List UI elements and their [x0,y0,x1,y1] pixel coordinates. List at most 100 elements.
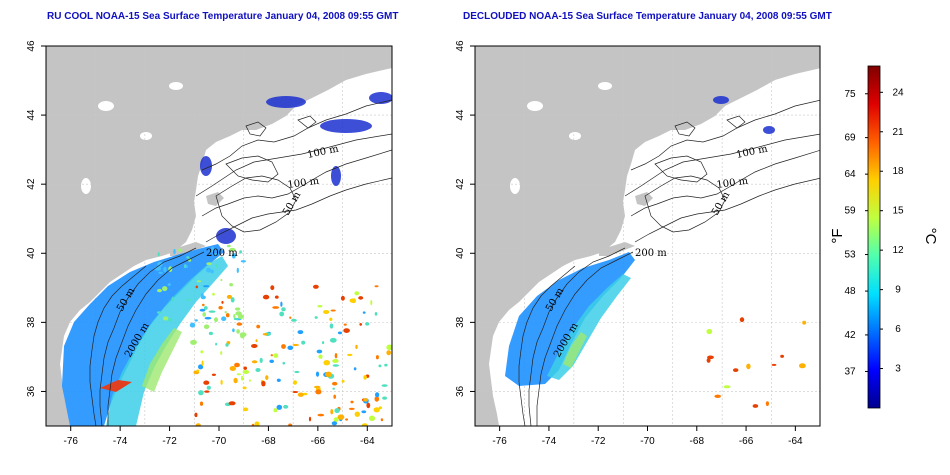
left-sst-pixel [240,260,246,263]
left-sst-pixel [317,413,325,417]
left-sst-pixel [354,291,360,296]
left-sst-pixel [287,345,294,350]
left-sst-pixel [318,354,323,359]
left-sst-pixel [315,371,320,377]
left-sst-pixel [375,355,379,360]
right-lon-tick-label: -72 [591,436,606,447]
left-sst-pixel [198,390,204,396]
left-lake [98,101,114,111]
left-sst-pixel [229,247,236,252]
left-sst-pixel [345,418,349,421]
left-sst-pixel [308,416,312,422]
left-sst-pixel [331,421,338,426]
left-sst-pixel [288,423,293,426]
left-sst-pixel [269,359,274,363]
right-isobath [674,121,696,137]
left-sst-pixel [363,398,368,402]
colorbar-f-tick-label: 69 [844,133,856,144]
left-lake [140,132,152,140]
right-isobath [630,149,820,217]
left-lat-tick-label: 36 [26,385,37,397]
left-sst-pixel [340,295,345,301]
left-isobath-label: 100 m [306,143,340,160]
right-isobath-label: 200 m [635,248,667,259]
left-lat-tick-label: 44 [26,109,37,121]
right-sst-pixel [714,394,721,398]
colorbar-f-tick-label: 75 [844,89,856,100]
left-sst-pixel [358,296,364,300]
left-sst-pixel [233,317,239,321]
left-sst-pixel [231,253,236,259]
left-sst-pixel [293,380,297,385]
left-sst-pixel [185,265,188,269]
right-lon-tick-label: -76 [492,436,507,447]
left-sst-pixel [212,292,215,296]
left-sst-pixel [292,343,299,347]
right-isobath [624,133,820,197]
left-sst-pixel [195,423,201,426]
left-sst-pixel [374,285,379,288]
left-sst-pixel [236,329,240,334]
right-sst-pixel [765,401,769,406]
right-land-us-east-coast [475,46,820,426]
left-sst-pixel [196,369,200,372]
right-isobath [528,247,626,426]
right-land-nova-scotia [681,46,820,130]
left-sst-pixel [157,311,162,314]
colorbar-c-tick-label: 12 [892,245,904,256]
left-sst-pixel [382,396,387,400]
left-sst-pixel [226,244,231,248]
left-sst-pixel [262,333,268,336]
left-sst-pixel [167,318,173,322]
left-sst-pixel [233,314,236,319]
left-sst-pixel [202,312,206,317]
left-sst-pixel [232,328,235,333]
left-isobath [89,265,147,426]
right-land-cape-cod [635,192,653,206]
left-sst-pixel [265,375,269,380]
left-sst-pixel [215,263,218,269]
left-sst-pixel [189,322,196,328]
left-sst-pixel [363,375,367,380]
left-sst-pixel [242,370,250,374]
left-sst-pixel [329,317,333,321]
left-sst-pixel [220,379,223,385]
right-sst-pixel [802,320,807,325]
left-sst-pixel [297,392,304,397]
left-sst-pixel [354,411,360,417]
left-sst-pixel [221,300,224,304]
left-sst-pixel [220,278,223,282]
left-isobath [195,133,392,197]
right-sst-pixel [799,363,806,369]
left-sst-pixel [273,408,278,413]
left-sst-pixel [343,323,347,326]
colorbar-c-tick-label: 15 [892,206,904,217]
left-sst-pixel [248,379,251,382]
right-isobath [654,155,708,183]
colorbar-c-tick-label: 3 [895,364,901,375]
left-sst-pixel [373,407,380,413]
left-sst-pixel [323,310,330,314]
left-sst-pixel [206,385,211,390]
right-lat-tick-label: 44 [455,109,466,121]
right-isobath [726,115,746,129]
right-lake [569,132,581,140]
colorbar-f-tick-label: 64 [844,169,856,180]
left-sst-pixel [361,410,367,414]
right-sst-coastal-water [505,252,635,386]
left-sst-pixel [203,285,210,288]
left-sst-pixel [229,366,236,371]
left-cold-water-patch [266,96,306,108]
left-sst-pixel [370,300,373,306]
left-sst-pixel [316,349,323,354]
left-sst-pixel [291,318,297,322]
left-isobath-label: 200 m [206,248,238,259]
left-sst-pixel [251,344,258,348]
left-lon-tick-label: -70 [212,436,227,447]
left-sst-pixel [355,344,358,349]
left-sst-pixel [186,298,191,301]
left-sst-pixel [157,252,160,257]
left-sst-pixel [198,364,204,370]
left-sst-pixel [323,360,331,366]
left-sst-pixel [322,341,325,345]
